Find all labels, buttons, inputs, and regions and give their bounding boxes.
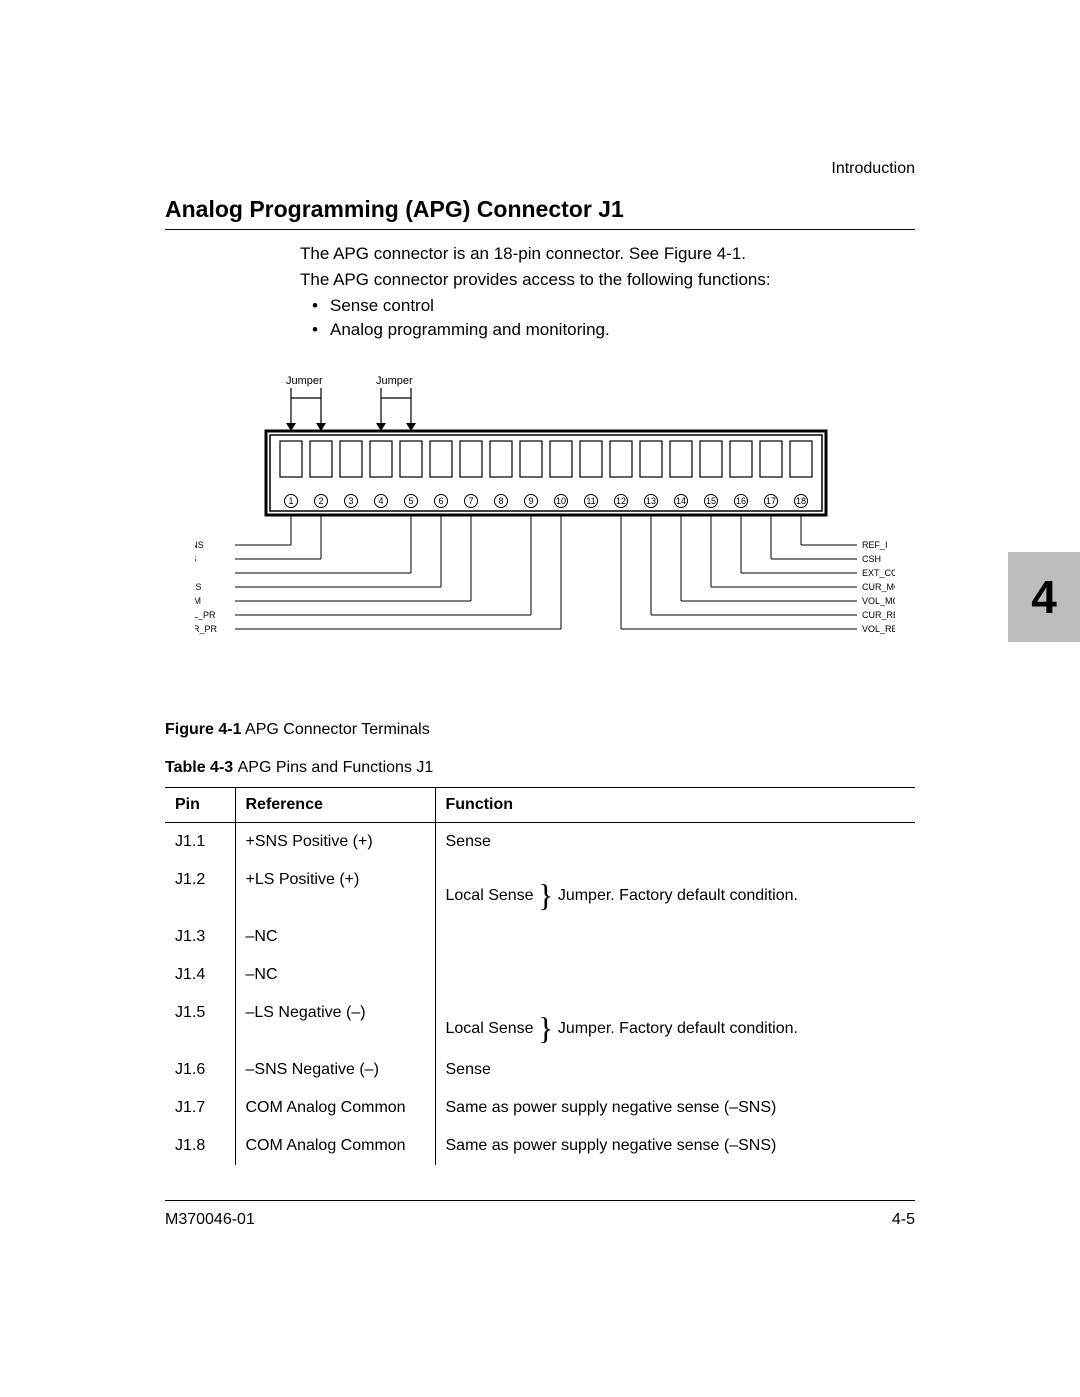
svg-text:CUR_MON: CUR_MON bbox=[862, 582, 895, 592]
svg-text:6: 6 bbox=[438, 496, 443, 506]
figure-caption: Figure 4-1 APG Connector Terminals bbox=[165, 721, 915, 739]
chapter-tab: 4 bbox=[1008, 552, 1080, 642]
svg-text:7: 7 bbox=[468, 496, 473, 506]
table-caption-bold: Table 4-3 bbox=[165, 759, 233, 776]
brace-icon: } bbox=[538, 877, 553, 913]
bullet-text: Analog programming and monitoring. bbox=[330, 320, 610, 340]
svg-text:+SNS: +SNS bbox=[195, 540, 204, 550]
cell-reference: –LS Negative (–) bbox=[235, 994, 435, 1051]
cell-function bbox=[435, 918, 915, 956]
cell-pin: J1.2 bbox=[165, 861, 235, 918]
svg-text:Jumper: Jumper bbox=[286, 375, 323, 387]
cell-function: Same as power supply negative sense (–SN… bbox=[435, 1089, 915, 1127]
cell-function: Sense bbox=[435, 823, 915, 862]
svg-text:1: 1 bbox=[288, 496, 293, 506]
svg-text:15: 15 bbox=[706, 496, 716, 506]
connector-figure: 123456789101112131415161718JumperJumper+… bbox=[195, 370, 915, 705]
col-reference: Reference bbox=[235, 788, 435, 823]
svg-text:EXT_CC_CV: EXT_CC_CV bbox=[862, 568, 895, 578]
svg-text:9: 9 bbox=[528, 496, 533, 506]
col-pin: Pin bbox=[165, 788, 235, 823]
page-title: Analog Programming (APG) Connector J1 bbox=[165, 196, 915, 230]
cell-reference: COM Analog Common bbox=[235, 1089, 435, 1127]
col-function: Function bbox=[435, 788, 915, 823]
bullet-item: • Sense control bbox=[300, 296, 915, 316]
bullet-dot: • bbox=[300, 296, 330, 316]
cell-function: Local Sense } Jumper. Factory default co… bbox=[435, 861, 915, 918]
cell-pin: J1.7 bbox=[165, 1089, 235, 1127]
table-row: J1.6–SNS Negative (–)Sense bbox=[165, 1051, 915, 1089]
intro-line-2: The APG connector provides access to the… bbox=[300, 270, 915, 290]
cell-reference: COM Analog Common bbox=[235, 1127, 435, 1165]
figure-caption-bold: Figure 4-1 bbox=[165, 721, 241, 738]
table-row: J1.2+LS Positive (+)Local Sense } Jumper… bbox=[165, 861, 915, 918]
svg-text:CSH: CSH bbox=[862, 554, 881, 564]
table-caption: Table 4-3 APG Pins and Functions J1 bbox=[165, 759, 915, 777]
pins-table: Pin Reference Function J1.1+SNS Positive… bbox=[165, 787, 915, 1165]
svg-text:8: 8 bbox=[498, 496, 503, 506]
svg-text:10: 10 bbox=[556, 496, 566, 506]
figure-caption-text: APG Connector Terminals bbox=[245, 721, 430, 738]
svg-text:16: 16 bbox=[736, 496, 746, 506]
svg-text:3: 3 bbox=[348, 496, 353, 506]
table-caption-text: APG Pins and Functions J1 bbox=[238, 759, 434, 776]
cell-function: Local Sense } Jumper. Factory default co… bbox=[435, 994, 915, 1051]
cell-reference: –SNS Negative (–) bbox=[235, 1051, 435, 1089]
table-row: J1.3–NC bbox=[165, 918, 915, 956]
svg-text:Jumper: Jumper bbox=[376, 375, 413, 387]
table-row: J1.4–NC bbox=[165, 956, 915, 994]
intro-line-1: The APG connector is an 18-pin connector… bbox=[300, 244, 915, 264]
svg-text:2: 2 bbox=[318, 496, 323, 506]
page-footer: M370046-01 4-5 bbox=[165, 1200, 915, 1229]
bullet-item: • Analog programming and monitoring. bbox=[300, 320, 915, 340]
page-content: Introduction Analog Programming (APG) Co… bbox=[165, 0, 915, 1165]
cell-function: Sense bbox=[435, 1051, 915, 1089]
table-row: J1.5–LS Negative (–)Local Sense } Jumper… bbox=[165, 994, 915, 1051]
svg-text:VOL_RES_PR: VOL_RES_PR bbox=[862, 624, 895, 634]
footer-doc-id: M370046-01 bbox=[165, 1211, 255, 1229]
svg-text:13: 13 bbox=[646, 496, 656, 506]
section-header: Introduction bbox=[165, 0, 915, 178]
svg-text:CUR_PR: CUR_PR bbox=[195, 624, 218, 634]
svg-text:CUR_RES_PR: CUR_RES_PR bbox=[862, 610, 895, 620]
svg-text:-SNS: -SNS bbox=[195, 582, 202, 592]
cell-pin: J1.3 bbox=[165, 918, 235, 956]
svg-text:+LS: +LS bbox=[195, 554, 196, 564]
svg-text:14: 14 bbox=[676, 496, 686, 506]
cell-pin: J1.8 bbox=[165, 1127, 235, 1165]
cell-pin: J1.6 bbox=[165, 1051, 235, 1089]
cell-function: Same as power supply negative sense (–SN… bbox=[435, 1127, 915, 1165]
svg-text:12: 12 bbox=[616, 496, 626, 506]
svg-text:17: 17 bbox=[766, 496, 776, 506]
connector-diagram-svg: 123456789101112131415161718JumperJumper+… bbox=[195, 370, 895, 700]
cell-pin: J1.1 bbox=[165, 823, 235, 862]
cell-function bbox=[435, 956, 915, 994]
svg-text:4: 4 bbox=[378, 496, 383, 506]
svg-text:11: 11 bbox=[586, 496, 595, 506]
svg-text:5: 5 bbox=[408, 496, 413, 506]
bullet-dot: • bbox=[300, 320, 330, 340]
svg-text:18: 18 bbox=[796, 496, 806, 506]
table-row: J1.1+SNS Positive (+)Sense bbox=[165, 823, 915, 862]
cell-pin: J1.5 bbox=[165, 994, 235, 1051]
svg-text:REF_I: REF_I bbox=[862, 540, 888, 550]
brace-icon: } bbox=[538, 1010, 553, 1046]
cell-reference: –NC bbox=[235, 956, 435, 994]
cell-pin: J1.4 bbox=[165, 956, 235, 994]
svg-text:VOL_PR: VOL_PR bbox=[195, 610, 216, 620]
cell-reference: –NC bbox=[235, 918, 435, 956]
cell-reference: +LS Positive (+) bbox=[235, 861, 435, 918]
svg-text:COM: COM bbox=[195, 596, 201, 606]
table-row: J1.8COM Analog CommonSame as power suppl… bbox=[165, 1127, 915, 1165]
bullet-text: Sense control bbox=[330, 296, 434, 316]
cell-reference: +SNS Positive (+) bbox=[235, 823, 435, 862]
svg-text:VOL_MON: VOL_MON bbox=[862, 596, 895, 606]
table-row: J1.7COM Analog CommonSame as power suppl… bbox=[165, 1089, 915, 1127]
footer-page-number: 4-5 bbox=[892, 1211, 915, 1229]
intro-bullets: • Sense control • Analog programming and… bbox=[300, 296, 915, 340]
